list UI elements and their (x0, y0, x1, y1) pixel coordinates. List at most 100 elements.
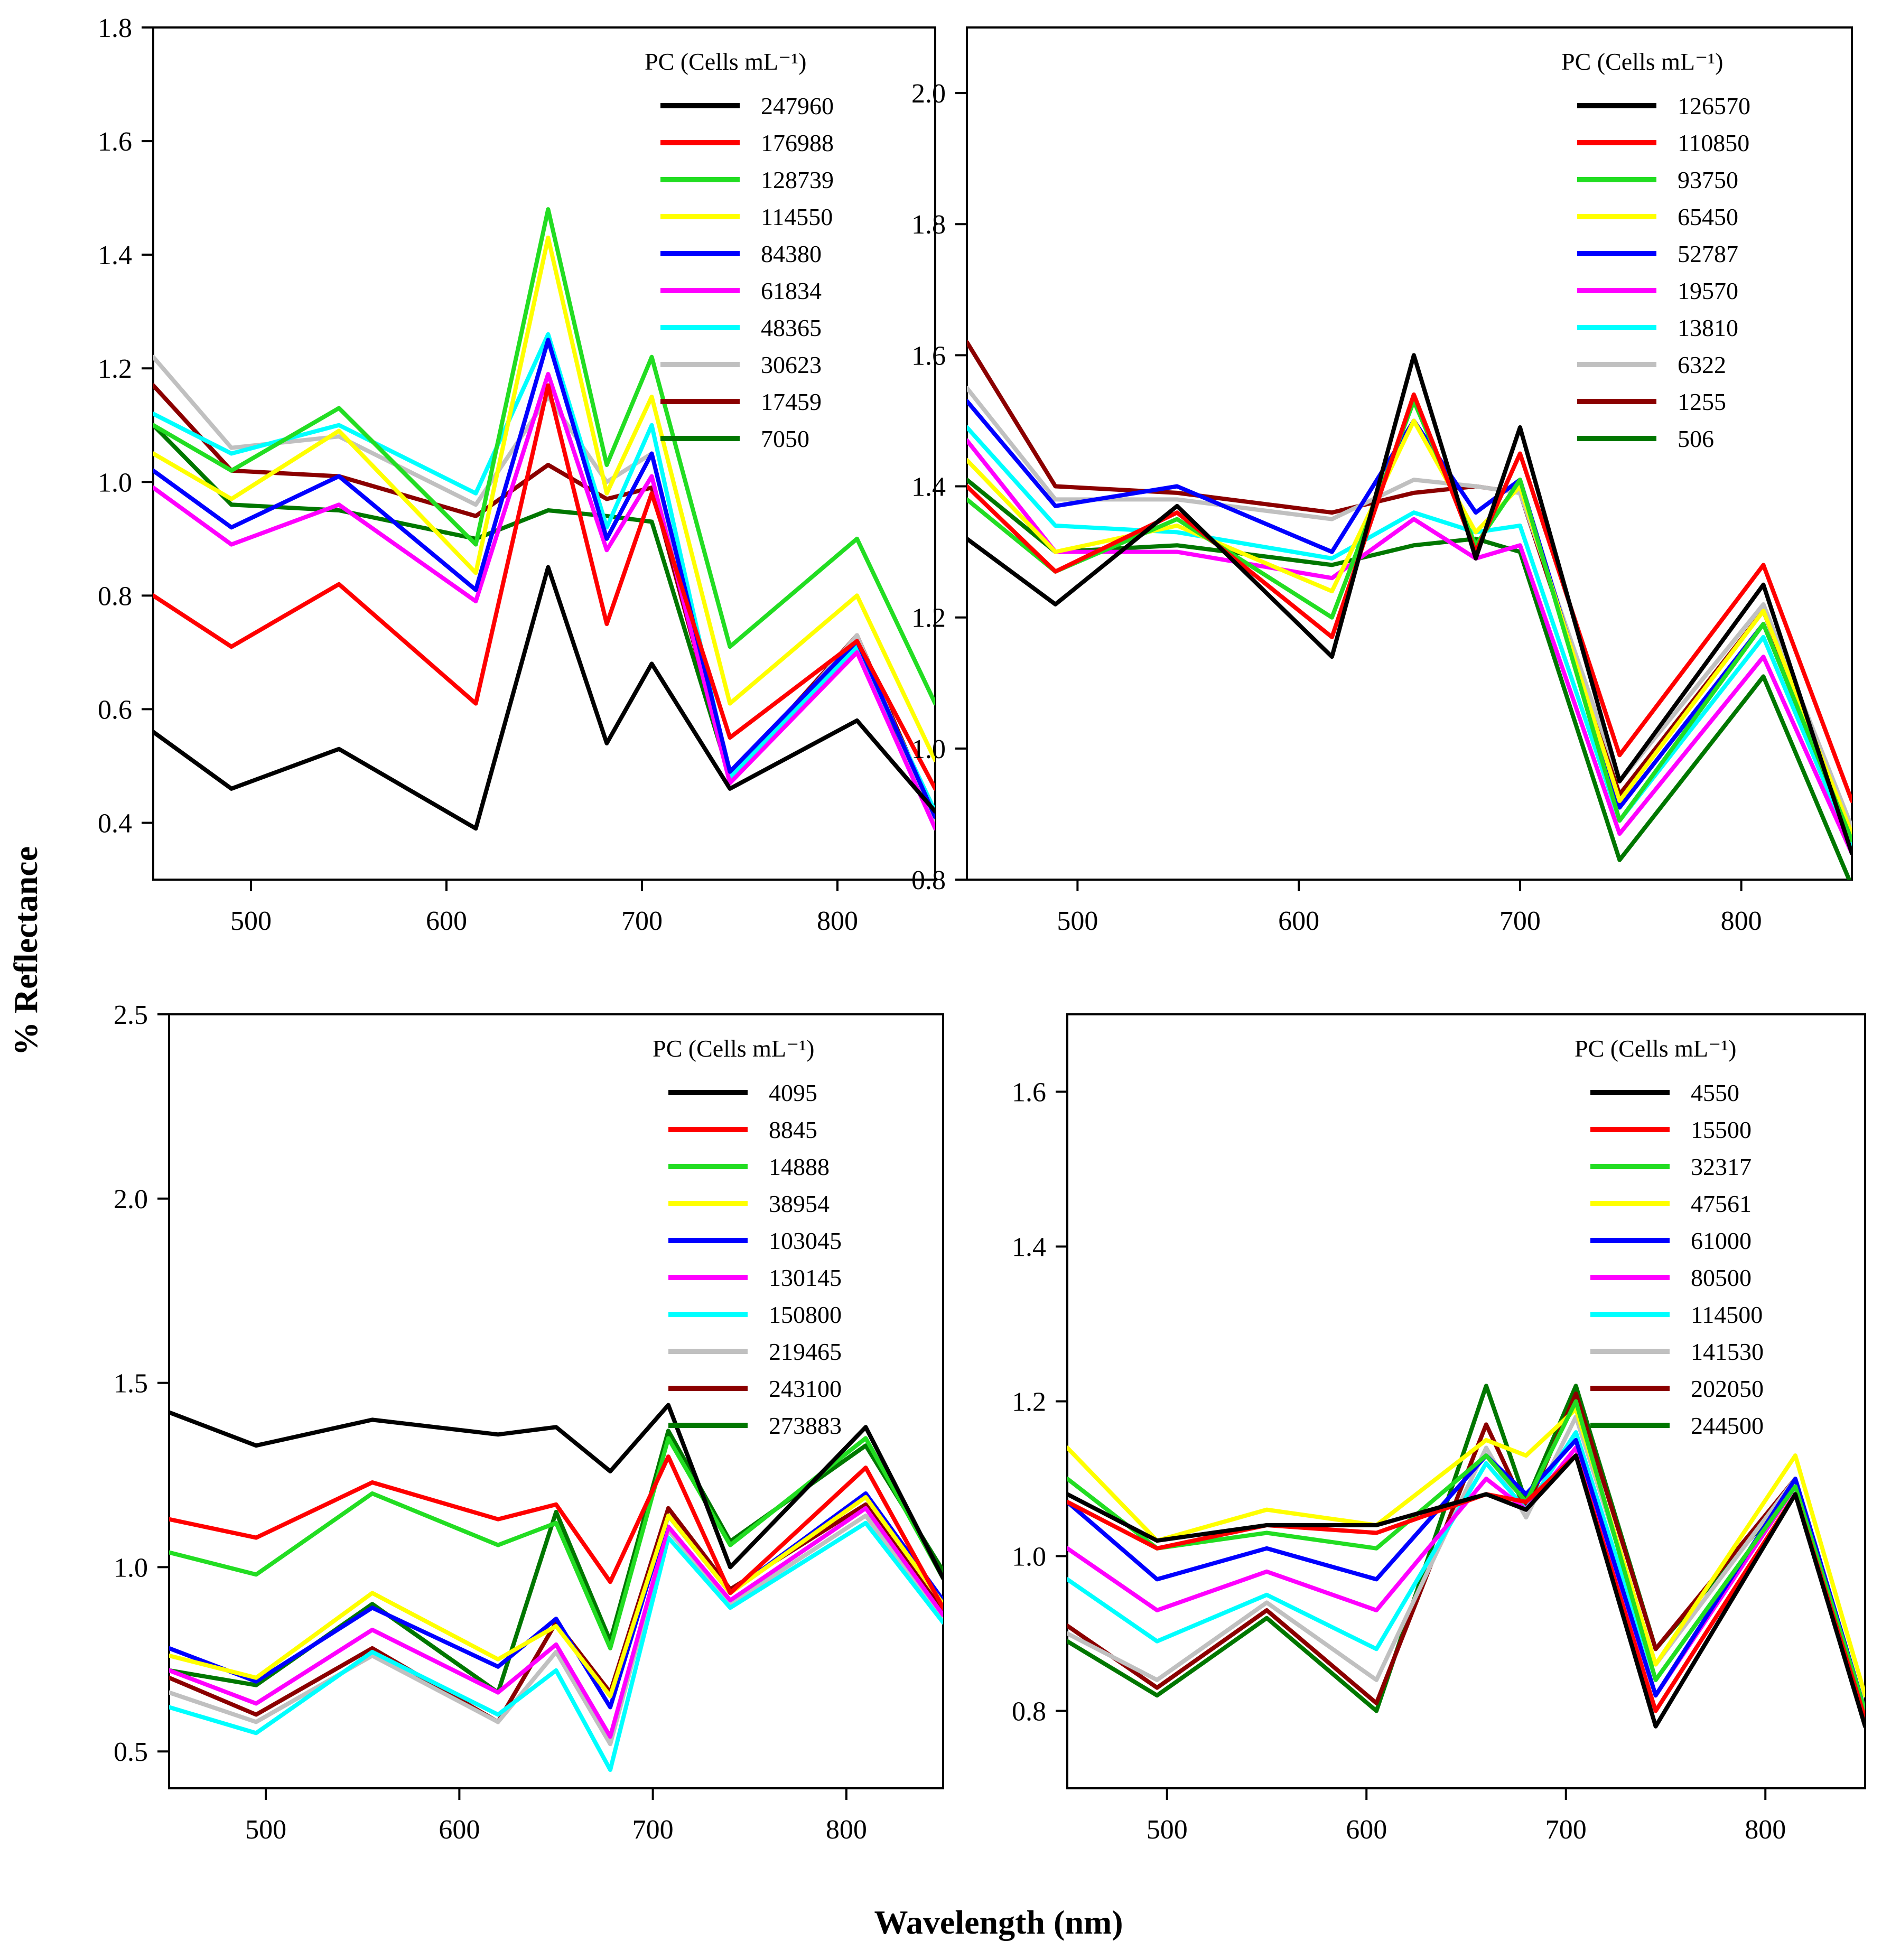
legend-label: 243100 (769, 1375, 842, 1402)
x-tick-label: 700 (632, 1815, 674, 1845)
legend-label: 65450 (1678, 203, 1738, 230)
x-tick-label: 500 (1057, 906, 1098, 936)
y-tick-label: 0.5 (114, 1737, 148, 1767)
legend-label: 103045 (769, 1227, 842, 1254)
legend-label: 176988 (761, 129, 834, 156)
y-tick-label: 0.4 (98, 808, 132, 838)
series-line-32317 (1067, 1399, 1865, 1713)
y-tick-label: 1.5 (114, 1369, 148, 1399)
chart-panel-top-right: 500 600 700 800 0.8 1.0 1.2 1.4 1.6 1.8 2.0 PC (Cel… (911, 26, 1853, 936)
series-line-6322 (967, 386, 1852, 829)
legend-title: PC (Cells mL⁻¹) (645, 48, 806, 75)
y-tick-label: 1.4 (911, 472, 946, 502)
chart-panel-bottom-right: 500 600 700 800 0.8 1.0 1.2 1.4 1.6 PC (Cells mL⁻… (1012, 1013, 1866, 1845)
chart-panels: 500 600 700 800 0.4 0.6 0.8 1.0 1.2 1.4 1.6 1.8 PC (… (98, 13, 1866, 1845)
x-tick-label: 500 (230, 906, 272, 936)
legend-label: 48365 (761, 314, 822, 341)
legend-label: 247960 (761, 92, 834, 119)
x-tick-label: 800 (1721, 906, 1762, 936)
y-tick-label: 1.8 (911, 210, 946, 240)
series-line-4550 (1067, 1453, 1865, 1729)
legend-label: 30623 (761, 351, 822, 378)
y-tick-label: 0.6 (98, 695, 132, 725)
series-line-61834 (153, 372, 935, 831)
series-line-19570 (967, 438, 1852, 856)
x-tick-label: 800 (1745, 1815, 1786, 1845)
x-tick-label: 600 (426, 906, 467, 936)
y-tick-label: 1.0 (114, 1553, 148, 1583)
x-axis-title: Wavelength (nm) (874, 1903, 1123, 1941)
legend-label: 202050 (1691, 1375, 1764, 1402)
series-line-244500 (1067, 1384, 1865, 1713)
legend-label: 61834 (761, 277, 822, 304)
series-line-15500 (1067, 1453, 1865, 1721)
series-line-141530 (1067, 1414, 1865, 1713)
series-line-128739 (153, 207, 935, 706)
series-line-114550 (153, 235, 935, 763)
legend-title: PC (Cells mL⁻¹) (1561, 48, 1723, 75)
x-tick-label: 500 (1147, 1815, 1188, 1845)
legend-label: 13810 (1678, 314, 1738, 341)
series-line-61000 (1067, 1438, 1865, 1713)
legend-label: 128739 (761, 166, 834, 193)
y-tick-label: 1.6 (1012, 1078, 1046, 1108)
series-lines (1067, 1384, 1865, 1729)
legend-label: 80500 (1691, 1264, 1752, 1291)
legend-label: 244500 (1691, 1412, 1764, 1439)
y-tick-label: 1.6 (98, 127, 132, 157)
legend-label: 114500 (1691, 1301, 1763, 1328)
x-tick-label: 700 (1545, 1815, 1587, 1845)
legend-label: 38954 (769, 1190, 830, 1217)
y-tick-label: 0.8 (1012, 1697, 1046, 1727)
legend-label: 150800 (769, 1301, 842, 1328)
y-tick-label: 1.2 (911, 603, 946, 633)
y-tick-label: 0.8 (911, 865, 946, 895)
y-tick-label: 1.0 (98, 468, 132, 498)
legend-label: 141530 (1691, 1338, 1764, 1365)
series-line-38954 (169, 1495, 943, 1698)
y-tick-label: 1.4 (98, 240, 132, 270)
y-tick-label: 2.0 (911, 79, 946, 109)
legend-label: 506 (1678, 425, 1714, 452)
y-tick-label: 1.8 (98, 13, 132, 43)
legend-label: 114550 (761, 203, 833, 230)
series-lines (153, 207, 935, 831)
legend-label: 126570 (1678, 92, 1750, 119)
legend-label: 4550 (1691, 1079, 1739, 1106)
series-line-126570 (967, 353, 1852, 856)
y-tick-label: 1.0 (911, 734, 946, 764)
legend-label: 47561 (1691, 1190, 1752, 1217)
legend-label: 84380 (761, 240, 822, 267)
series-line-47561 (1067, 1407, 1865, 1698)
series-line-176988 (153, 383, 935, 791)
chart-panel-bottom-left: 500 600 700 800 0.5 1.0 1.5 2.0 2.5 PC (Cells mL⁻… (114, 1000, 944, 1845)
series-line-202050 (1067, 1391, 1865, 1713)
y-tick-label: 2.0 (114, 1184, 148, 1215)
legend-label: 93750 (1678, 166, 1738, 193)
x-tick-label: 600 (1278, 906, 1319, 936)
y-tick-label: 1.0 (1012, 1542, 1046, 1572)
series-line-14888 (169, 1436, 943, 1650)
legend-label: 8845 (769, 1116, 817, 1143)
legend-label: 219465 (769, 1338, 842, 1365)
legend-label: 15500 (1691, 1116, 1752, 1143)
series-line-110850 (967, 392, 1852, 804)
series-line-4095 (169, 1403, 943, 1581)
series-line-219465 (169, 1513, 943, 1747)
y-tick-label: 0.8 (98, 581, 132, 611)
legend-label: 4095 (769, 1079, 817, 1106)
legend-label: 17459 (761, 388, 822, 415)
x-tick-label: 800 (826, 1815, 867, 1845)
legend-label: 110850 (1678, 129, 1749, 156)
y-axis-title: % Reflectance (7, 846, 44, 1056)
series-line-506 (967, 478, 1852, 880)
legend-label: 273883 (769, 1412, 842, 1439)
legend-label: 7050 (761, 425, 809, 452)
series-line-247960 (153, 565, 935, 831)
legend-label: 6322 (1678, 351, 1726, 378)
x-tick-label: 800 (817, 906, 858, 936)
y-tick-label: 1.6 (911, 341, 946, 371)
series-line-130145 (169, 1506, 943, 1739)
legend-label: 1255 (1678, 388, 1726, 415)
